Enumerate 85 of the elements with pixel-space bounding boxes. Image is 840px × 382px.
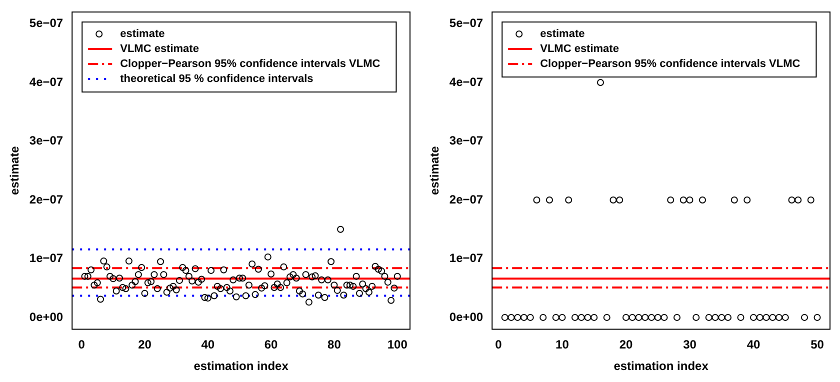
legend-label: estimate [540,28,585,40]
point [686,196,694,204]
y-tick-label: 3e−07 [29,134,64,148]
point [552,314,560,321]
point [635,314,642,321]
x-tick-label: 60 [264,338,278,352]
point [514,314,522,321]
x-tick-label: 40 [746,338,760,352]
point [680,196,687,204]
point [558,314,566,321]
y-tick-label: 5e−07 [29,16,64,30]
legend-label: VLMC estimate [120,43,199,56]
x-tick-label: 100 [387,338,408,352]
x-tick-label: 20 [138,338,152,352]
y-axis-title: estimate [8,146,22,195]
point [667,196,674,204]
point [737,314,744,321]
point [508,314,515,321]
point [788,196,796,204]
y-tick-label: 4e−07 [29,74,64,89]
x-tick-label: 0 [495,338,502,352]
y-tick-label: 2e−07 [29,192,64,206]
point [807,196,814,204]
point [565,196,572,204]
point [642,314,649,321]
point [520,314,528,321]
point [648,314,655,321]
legend-label: Clopper−Pearson 95% confidence intervals VLMC [120,58,380,70]
x-tick-label: 10 [556,338,570,352]
point [578,314,585,321]
point [692,314,700,321]
point [750,314,757,321]
y-tick-label: 2e−07 [449,192,484,206]
point [769,314,776,321]
point [526,314,534,321]
y-tick-label: 1e−07 [449,251,484,266]
point [571,314,578,321]
point [814,314,821,321]
y-tick-label: 1e−07 [29,251,64,266]
point [705,314,712,321]
x-axis-title: estimation index [194,359,289,374]
legend-label: Clopper−Pearson 95% confidence intervals VLMC [540,58,800,70]
point [673,314,680,321]
legend-label: theoretical 95 % confidence intervals [120,73,314,86]
x-tick-label: 50 [810,338,824,352]
point [610,196,617,204]
point [660,314,668,321]
point [628,314,636,321]
point [533,196,540,204]
point [782,314,789,321]
point [756,314,764,321]
point [654,314,662,321]
point [724,314,732,321]
point [730,196,738,204]
point [501,314,508,321]
y-tick-label: 0e+00 [29,310,64,324]
x-tick-label: 20 [619,338,633,352]
point [744,196,751,204]
x-tick-label: 30 [683,338,697,352]
point [712,314,719,321]
point [584,314,592,321]
point [616,196,624,204]
point [540,314,547,321]
y-tick-label: 0e+00 [449,310,484,324]
point [603,314,610,321]
point [762,314,770,321]
point [794,196,802,204]
point [718,314,726,321]
x-axis-title: estimation index [614,359,709,374]
legend-label: VLMC estimate [540,43,619,56]
x-tick-label: 40 [201,338,215,352]
y-axis-title: estimate [428,146,442,195]
point [546,196,553,204]
y-tick-label: 3e−07 [449,134,484,148]
point [590,314,598,321]
point [775,314,782,321]
point [801,314,808,321]
point [596,78,604,86]
legend-label: estimate [120,28,165,40]
point [698,196,706,204]
x-tick-label: 80 [328,338,342,352]
point [622,314,630,321]
y-tick-label: 5e−07 [449,16,484,30]
y-tick-label: 4e−07 [449,74,484,89]
x-tick-label: 0 [78,338,86,352]
